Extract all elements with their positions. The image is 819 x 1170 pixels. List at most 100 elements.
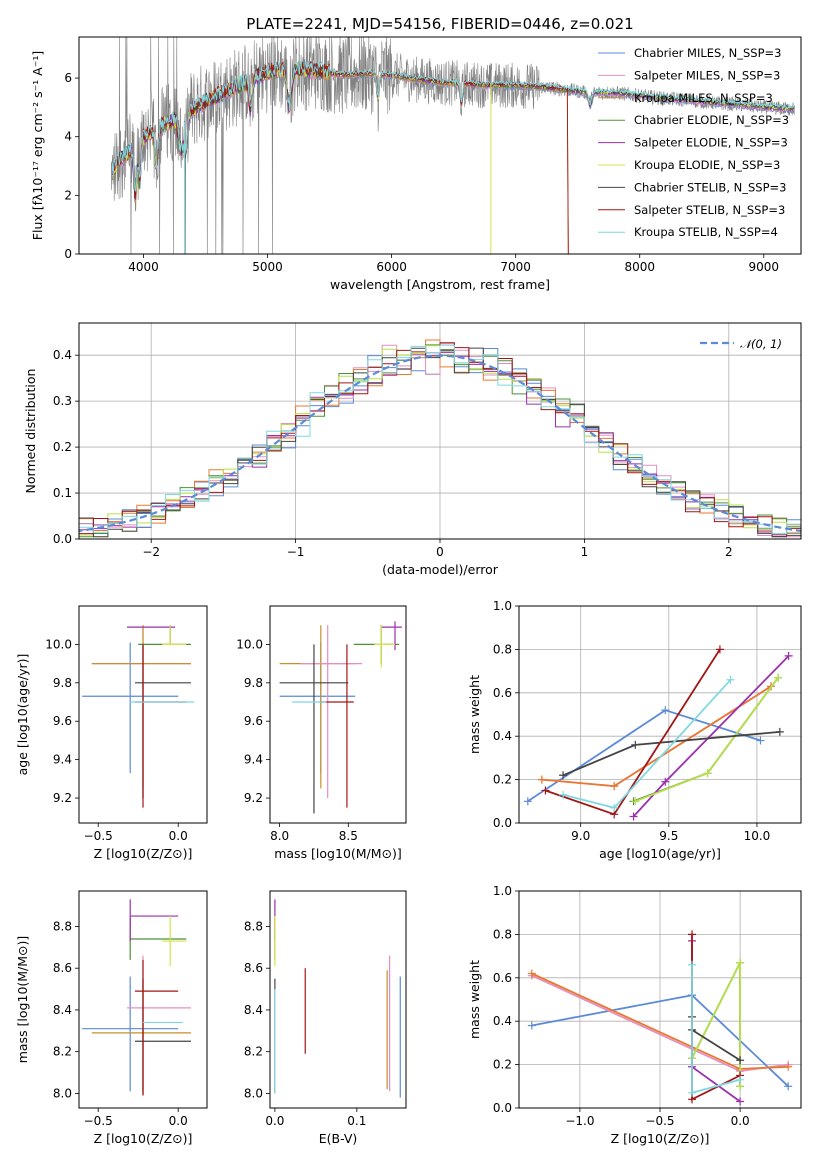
- x-tick-label: 9000: [749, 260, 780, 274]
- weight-marker: [610, 803, 619, 812]
- weight-marker: [784, 1062, 793, 1071]
- y-tick-label: 0.2: [53, 440, 72, 454]
- axes-weight-vs-age: 9.0 9.5 10.0 0.0 0.2 0.4 0.6 0.8 1.0 age [log10(a…: [467, 599, 802, 861]
- y-axis-label: age [log10(age/yr)]: [15, 654, 30, 776]
- weight-marker: [559, 790, 568, 799]
- weight-line: [527, 709, 761, 803]
- plot-area: [519, 891, 801, 1108]
- weight-line: [562, 731, 780, 777]
- axes-frame: [518, 605, 802, 824]
- y-tick-label: 8.6: [244, 961, 263, 975]
- y-tick-label: 0.0: [493, 816, 512, 830]
- y-tick-label: 6: [64, 71, 72, 85]
- errorbar-point: [91, 625, 191, 789]
- y-tick-label: 0.8: [493, 927, 512, 941]
- x-tick-label: −0.5: [645, 1114, 674, 1128]
- errorbar-point: [127, 955, 191, 1092]
- axes-frame: [78, 890, 208, 1109]
- y-tick-label: 8.8: [244, 919, 263, 933]
- residual-histogram: [79, 344, 801, 535]
- weight-line: [691, 1016, 741, 1062]
- y-tick-label: 0: [64, 247, 72, 261]
- y-tick-label: 8.6: [53, 961, 72, 975]
- y-axis-label: mass weight: [467, 675, 482, 754]
- weight-marker: [541, 786, 550, 795]
- y-tick-label: 0.4: [53, 348, 72, 362]
- weight-marker: [703, 769, 712, 778]
- weight-marker: [774, 673, 783, 682]
- errorbar-point: [82, 642, 179, 774]
- plot-area: [279, 621, 402, 814]
- y-tick-label: 9.2: [244, 791, 263, 805]
- errorbar-point: [162, 916, 187, 967]
- x-tick-label: 5000: [252, 260, 283, 274]
- x-axis-label: wavelength [Angstrom, rest frame]: [330, 277, 550, 292]
- model-fit-line: [112, 60, 795, 192]
- weight-marker: [527, 969, 536, 978]
- legend-entry: Salpeter ELODIE, N_SSP=3: [634, 136, 788, 150]
- axes-residuals: −2 −1 0 1 2 0.0 0.1 0.2 0.3 0.4 (data-model)/error…: [23, 322, 802, 577]
- x-tick-label: 2: [725, 545, 733, 559]
- axes-age-vs-z: −0.5 0.0 9.2 9.4 9.6 9.8 10.0 Z [log10(Z/Z⊙)] ag…: [15, 605, 208, 861]
- y-tick-label: 0.2: [493, 1058, 512, 1072]
- weight-series: [688, 1012, 745, 1065]
- figure-title: PLATE=2241, MJD=54156, FIBERID=0446, z=0…: [246, 15, 633, 33]
- axes-frame: [78, 36, 802, 255]
- weight-marker: [527, 1021, 536, 1030]
- x-tick-label: −0.5: [84, 1114, 113, 1128]
- y-tick-label: 0.4: [493, 729, 512, 743]
- axes-frame: [78, 605, 208, 824]
- y-axis-label: mass [log10(M/M⊙)]: [15, 936, 30, 1064]
- x-axis-label: Z [log10(Z/Z⊙)]: [94, 846, 193, 861]
- x-tick-label: 6000: [376, 260, 407, 274]
- legend-entry: Kroupa ELODIE, N_SSP=3: [634, 158, 780, 172]
- y-tick-label: 0.3: [53, 394, 72, 408]
- legend-entry: Salpeter MILES, N_SSP=3: [634, 68, 780, 82]
- x-tick-label: −0.5: [84, 829, 113, 843]
- y-tick-label: 8.4: [53, 1003, 72, 1017]
- y-axis-label: Normed distribution: [23, 369, 38, 494]
- weight-marker: [559, 771, 568, 780]
- errorbar-point: [129, 899, 179, 942]
- axes-frame: [269, 605, 407, 824]
- errorbar-point: [82, 976, 179, 1092]
- axes-frame: [269, 890, 407, 1109]
- weight-marker: [784, 651, 793, 660]
- y-tick-label: 9.4: [244, 753, 263, 767]
- weight-series: [629, 651, 793, 821]
- weight-marker: [784, 1082, 793, 1091]
- y-tick-label: 0.0: [493, 1101, 512, 1115]
- y-tick-label: 0.2: [493, 773, 512, 787]
- y-axis-label: Flux [fλ10⁻¹⁷ erg cm⁻² s⁻¹ A⁻¹]: [30, 51, 45, 240]
- errorbar-point: [374, 625, 396, 668]
- plot-area: [274, 899, 401, 1098]
- errorbar-point: [91, 625, 191, 799]
- y-tick-label: 9.6: [244, 714, 263, 728]
- plot-area: [111, 37, 795, 254]
- y-tick-label: 9.2: [53, 791, 72, 805]
- y-tick-label: 0.0: [53, 532, 72, 546]
- y-tick-label: 8.0: [244, 1086, 263, 1100]
- weight-marker: [715, 645, 724, 654]
- weight-marker: [631, 797, 640, 806]
- y-tick-label: 0.6: [493, 971, 512, 985]
- axes-mass-vs-z: −0.5 0.0 8.0 8.2 8.4 8.6 8.8 Z [log10(Z/Z⊙)] mas…: [15, 890, 208, 1146]
- weight-marker: [736, 1075, 745, 1084]
- errorbar-point: [279, 625, 356, 789]
- y-tick-label: 2: [64, 188, 72, 202]
- legend-entry: 𝒩(0, 1): [740, 337, 782, 351]
- legend-entry: Kroupa MILES, N_SSP=3: [634, 91, 773, 105]
- weight-marker: [688, 1088, 697, 1097]
- weight-marker: [661, 777, 670, 786]
- y-tick-label: 0.1: [53, 486, 72, 500]
- x-tick-label: −1: [287, 545, 305, 559]
- legend-entry: Salpeter STELIB, N_SSP=3: [634, 203, 785, 217]
- errorbar-point: [129, 918, 187, 960]
- y-tick-label: 10.0: [45, 637, 72, 651]
- weight-marker: [688, 930, 697, 939]
- x-tick-label: 0.0: [265, 1114, 284, 1128]
- weight-marker: [523, 797, 532, 806]
- y-tick-label: 8.0: [53, 1086, 72, 1100]
- legend-entry: Chabrier MILES, N_SSP=3: [634, 46, 781, 60]
